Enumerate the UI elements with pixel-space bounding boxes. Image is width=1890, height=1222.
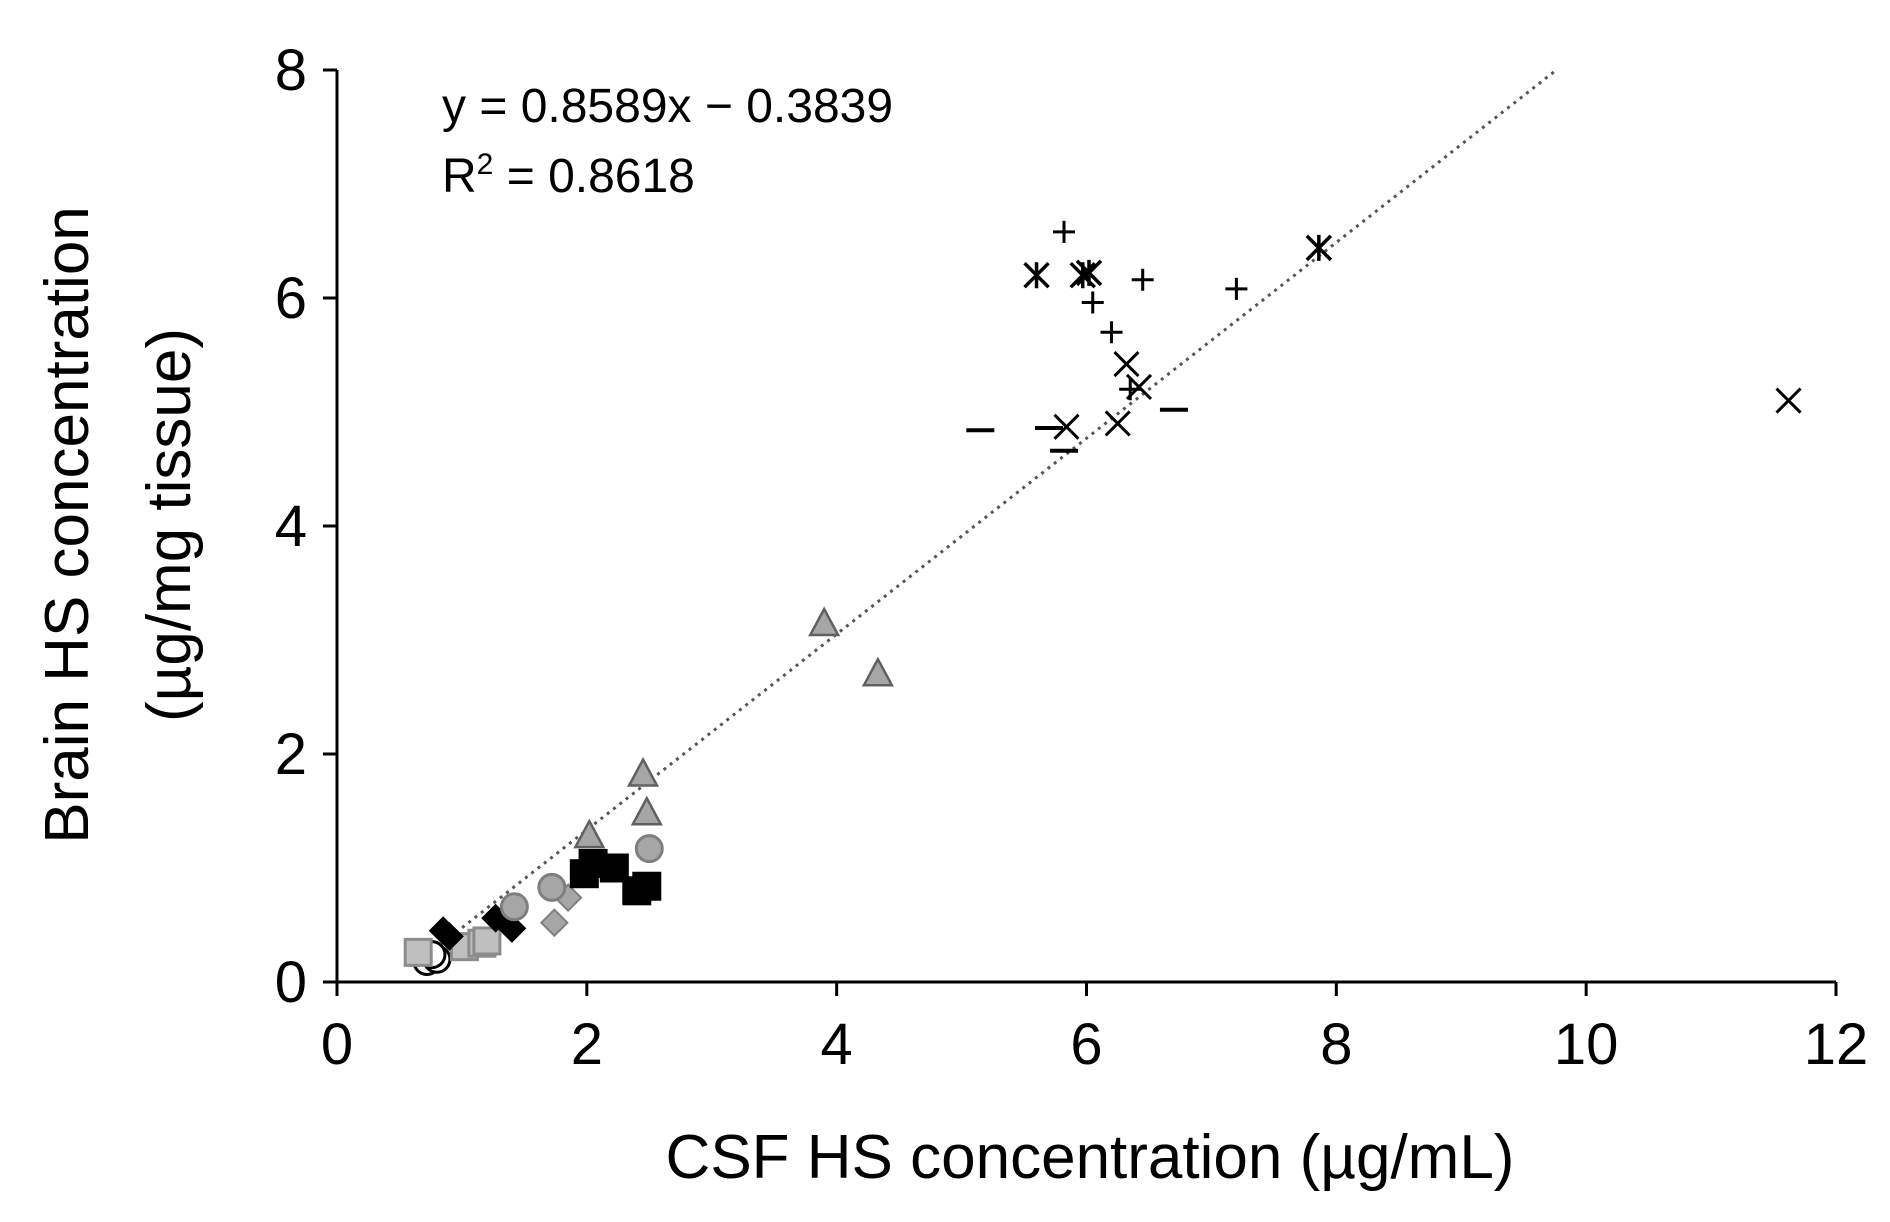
data-points [403,220,1802,976]
data-point-gray-circle [499,892,529,922]
data-point-gray-diamond [539,908,569,938]
y-tick-label: 0 [275,950,307,1015]
y-tick-label: 6 [275,266,307,331]
data-point-x-cross [1104,410,1131,437]
data-point-plus [1131,268,1154,291]
data-point-gray-circle [537,872,567,902]
data-point-x-cross [1113,351,1140,378]
x-tick-label: 12 [1804,1012,1869,1077]
y-axis-title-line2: (µg/mg tissue) [135,328,204,722]
y-tick-label: 2 [275,722,307,787]
data-point-plus [1100,321,1123,344]
trendline [436,67,1559,949]
x-tick-label: 10 [1554,1012,1619,1077]
regression-equation: y = 0.8589x − 0.3839 [442,80,893,133]
data-point-asterisk [1023,261,1050,289]
y-axis-title-line1: Brain HS concentration [33,206,102,844]
x-tick-label: 8 [1320,1012,1352,1077]
data-point-x-cross [1775,387,1802,414]
data-point-gray-triangle [808,606,841,637]
x-tick-label: 6 [1070,1012,1102,1077]
x-axis-title: CSF HS concentration (µg/mL) [666,1123,1515,1192]
axis-ticks: 0 2 4 6 8 10 12 0 2 4 6 8 [275,38,1869,1077]
data-point-gray-circle [634,834,664,864]
data-point-gray-triangle [573,818,606,849]
data-point-black-diamond [435,921,464,951]
data-point-x-cross [1053,413,1080,440]
x-tick-label: 4 [821,1012,853,1077]
x-tick-label: 0 [321,1012,353,1077]
data-point-plus [1053,220,1076,243]
data-point-light-gray-square [403,937,433,967]
data-point-plus [1081,291,1104,314]
r-squared-value: = 0.8618 [493,150,695,203]
y-tick-label: 8 [275,38,307,103]
data-point-gray-triangle [626,756,660,787]
r-squared-prefix: R [442,150,477,203]
y-tick-label: 4 [275,494,307,559]
data-point-gray-triangle [630,795,663,826]
data-point-black-square [632,871,662,901]
data-point-gray-triangle [861,656,894,687]
r-squared-label: R2 = 0.8618 [442,148,695,203]
data-point-black-diamond [497,914,527,943]
data-point-asterisk [1305,234,1333,262]
x-tick-label: 2 [571,1012,603,1077]
r-squared-superscript: 2 [477,148,494,181]
data-point-asterisk [1075,259,1103,287]
data-point-plus [1225,277,1248,300]
data-point-x-cross [1125,373,1153,400]
